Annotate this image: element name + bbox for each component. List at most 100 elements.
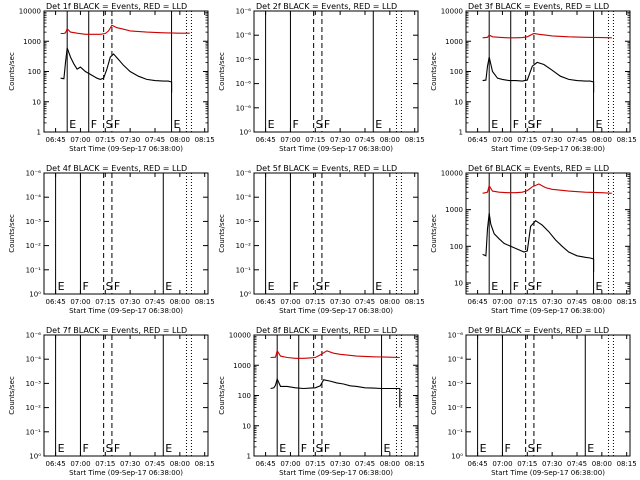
- x-axis-label: Start Time (09-Sep-17 06:38:00): [279, 307, 393, 315]
- marker-label: E: [165, 442, 172, 455]
- y-axis-label: Counts/sec: [218, 52, 226, 91]
- y-tick-label: 10⁰: [29, 453, 41, 461]
- x-tick-label: 07:00: [492, 136, 512, 144]
- x-tick-label: 08:00: [170, 136, 190, 144]
- y-tick-label: 10⁻⁴: [236, 194, 252, 202]
- x-tick-label: 07:45: [145, 460, 165, 468]
- marker-label: F: [536, 442, 542, 455]
- y-tick-label: 10: [454, 98, 463, 106]
- marker-label: F: [114, 280, 120, 293]
- x-tick-label: 08:00: [592, 460, 612, 468]
- y-axis-label: Counts/sec: [218, 214, 226, 253]
- series-line-lld: [482, 183, 612, 194]
- x-tick-label: 08:15: [617, 136, 637, 144]
- y-tick-label: 10⁻⁴: [26, 194, 42, 202]
- x-tick-label: 06:45: [256, 460, 276, 468]
- marker-label: F: [324, 118, 330, 131]
- x-tick-label: 07:45: [145, 298, 165, 306]
- marker-label: S: [528, 442, 535, 455]
- marker-label: F: [292, 280, 298, 293]
- marker-label: F: [513, 118, 519, 131]
- x-tick-label: 08:00: [170, 460, 190, 468]
- y-tick-label: 10⁻³: [26, 380, 42, 388]
- y-tick-label: 10⁻²: [448, 404, 464, 412]
- x-tick-label: 07:30: [542, 136, 562, 144]
- plot-frame: [253, 172, 419, 295]
- x-tick-label: 07:00: [280, 136, 300, 144]
- y-tick-label: 10⁻⁶: [448, 332, 464, 340]
- x-tick-label: 07:00: [70, 460, 90, 468]
- x-axis-label: Start Time (09-Sep-17 06:38:00): [69, 469, 183, 477]
- marker-label: F: [536, 118, 542, 131]
- x-tick-label: 07:15: [305, 136, 325, 144]
- panel-title: Det 2f BLACK = Events, RED = LLD: [256, 2, 397, 11]
- plot-frame: [465, 10, 631, 133]
- x-tick-label: 07:30: [330, 298, 350, 306]
- x-tick-label: 07:45: [567, 460, 587, 468]
- y-axis-label: Counts/sec: [8, 376, 16, 415]
- y-tick-label: 10⁻³: [236, 218, 252, 226]
- panel-title: Det 6f BLACK = Events, RED = LLD: [468, 164, 609, 173]
- panel-title: Det 5f BLACK = Events, RED = LLD: [256, 164, 397, 173]
- y-axis-label: Counts/sec: [8, 214, 16, 253]
- y-tick-label: 1000: [23, 38, 41, 46]
- marker-label: F: [292, 118, 298, 131]
- marker-label: E: [174, 118, 181, 131]
- y-tick-label: 10⁻²: [26, 404, 42, 412]
- x-tick-label: 08:00: [592, 136, 612, 144]
- x-tick-label: 06:45: [46, 460, 66, 468]
- y-tick-label: 10⁻⁶: [236, 104, 252, 112]
- x-axis-label: Start Time (09-Sep-17 06:38:00): [279, 145, 393, 153]
- x-tick-label: 07:30: [330, 136, 350, 144]
- series-line-events: [482, 213, 595, 272]
- x-tick-label: 06:45: [468, 298, 488, 306]
- marker-label: E: [491, 118, 498, 131]
- x-tick-label: 07:00: [492, 298, 512, 306]
- series-line-events: [482, 56, 595, 93]
- marker-label: F: [536, 280, 542, 293]
- marker-label: F: [324, 442, 330, 455]
- series-line-lld: [60, 24, 190, 35]
- panel-title: Det 1f BLACK = Events, RED = LLD: [46, 2, 187, 11]
- x-tick-label: 07:30: [120, 136, 140, 144]
- y-tick-label: 10⁻³: [26, 218, 42, 226]
- marker-label: S: [106, 118, 113, 131]
- x-axis-label: Start Time (09-Sep-17 06:38:00): [491, 307, 605, 315]
- marker-label: E: [268, 280, 275, 293]
- marker-label: S: [528, 280, 535, 293]
- x-tick-label: 07:00: [280, 460, 300, 468]
- marker-label: E: [279, 442, 286, 455]
- marker-label: F: [114, 442, 120, 455]
- x-tick-label: 08:15: [405, 460, 425, 468]
- x-tick-label: 08:00: [380, 136, 400, 144]
- panel-title: Det 3f BLACK = Events, RED = LLD: [468, 2, 609, 11]
- x-tick-label: 06:45: [468, 136, 488, 144]
- y-tick-label: 10⁻⁶: [236, 32, 252, 40]
- x-tick-label: 07:45: [567, 136, 587, 144]
- x-tick-label: 08:15: [405, 136, 425, 144]
- x-tick-label: 07:00: [492, 460, 512, 468]
- x-tick-label: 07:30: [542, 298, 562, 306]
- x-tick-label: 07:15: [305, 298, 325, 306]
- x-axis-label: Start Time (09-Sep-17 06:38:00): [69, 145, 183, 153]
- y-tick-label: 10⁻⁶: [236, 170, 252, 178]
- x-tick-label: 08:00: [380, 298, 400, 306]
- x-tick-label: 06:45: [46, 298, 66, 306]
- y-tick-label: 10⁻¹: [26, 266, 42, 274]
- plot-frame: [43, 172, 209, 295]
- x-tick-label: 07:15: [95, 298, 115, 306]
- y-tick-label: 10000: [441, 8, 463, 16]
- x-tick-label: 08:15: [617, 460, 637, 468]
- marker-label: S: [316, 442, 323, 455]
- series-line-lld: [270, 349, 400, 359]
- x-tick-label: 06:45: [46, 136, 66, 144]
- y-tick-label: 100: [450, 68, 463, 76]
- marker-label: E: [375, 118, 382, 131]
- y-tick-label: 10⁻¹: [236, 266, 252, 274]
- y-tick-label: 10⁰: [239, 291, 251, 299]
- marker-label: E: [58, 280, 65, 293]
- x-tick-label: 08:00: [170, 298, 190, 306]
- x-tick-label: 08:15: [195, 298, 215, 306]
- y-tick-label: 10⁻²: [26, 242, 42, 250]
- marker-label: F: [301, 442, 307, 455]
